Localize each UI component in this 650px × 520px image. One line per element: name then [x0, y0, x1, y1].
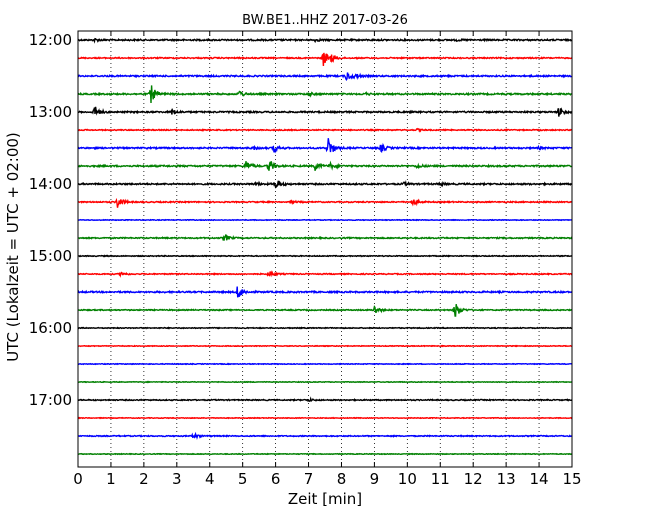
trace-1745 [78, 452, 573, 456]
y-tick-label: 17:00 [29, 391, 72, 409]
trace-1430 [77, 218, 573, 222]
trace-1200 [77, 37, 573, 44]
trace-1345 [77, 160, 573, 171]
chart-title: BW.BE1..HHZ 2017-03-26 [242, 13, 408, 28]
x-tick-label: 13 [497, 470, 516, 488]
x-tick-label: 8 [337, 470, 347, 488]
x-tick-label: 9 [370, 470, 380, 488]
x-tick-label: 10 [398, 470, 417, 488]
trace-1445 [77, 234, 573, 241]
x-tick-label: 2 [139, 470, 149, 488]
x-tick-label: 4 [205, 470, 215, 488]
x-tick-label: 6 [271, 470, 281, 488]
trace-1315 [78, 127, 573, 133]
x-tick-label: 7 [304, 470, 314, 488]
trace-1330 [77, 138, 573, 154]
trace-1400 [77, 179, 573, 189]
y-tick-label: 12:00 [29, 31, 72, 49]
trace-1545 [78, 304, 573, 317]
trace-1230 [77, 72, 573, 82]
trace-1300 [77, 106, 573, 117]
x-tick-label: 1 [106, 470, 116, 488]
x-tick-label: 11 [431, 470, 450, 488]
trace-1245 [77, 85, 573, 104]
trace-1600 [77, 326, 573, 330]
trace-1530 [77, 286, 573, 298]
x-tick-label: 15 [562, 470, 581, 488]
x-tick-label: 5 [238, 470, 248, 488]
y-tick-label: 15:00 [29, 247, 72, 265]
y-tick-label: 14:00 [29, 175, 72, 193]
trace-1415 [77, 197, 573, 208]
trace-1715 [77, 416, 573, 420]
trace-1215 [77, 52, 573, 67]
x-tick-label: 0 [73, 470, 83, 488]
y-tick-label: 13:00 [29, 103, 72, 121]
y-axis: 12:00 13:00 14:00 15:00 16:00 17:00 [29, 31, 572, 409]
trace-1515 [77, 270, 573, 278]
plot-frame [77, 30, 573, 468]
x-axis: 0 1 2 3 4 5 6 7 8 9 10 11 12 13 14 15 [73, 31, 582, 488]
x-axis-label: Zeit [min] [288, 490, 362, 508]
trace-1630 [77, 362, 573, 366]
trace-1645 [77, 380, 573, 384]
trace-1700 [77, 396, 573, 403]
y-axis-label: UTC (Lokalzeit = UTC + 02:00) [4, 132, 22, 362]
x-tick-label: 14 [530, 470, 549, 488]
grid-lines [110, 31, 540, 467]
seismic-traces [77, 37, 573, 456]
trace-1500 [78, 254, 573, 258]
trace-1615 [77, 344, 573, 348]
x-tick-label: 12 [464, 470, 483, 488]
trace-1730 [77, 431, 573, 441]
x-tick-label: 3 [172, 470, 182, 488]
y-tick-label: 16:00 [29, 319, 72, 337]
